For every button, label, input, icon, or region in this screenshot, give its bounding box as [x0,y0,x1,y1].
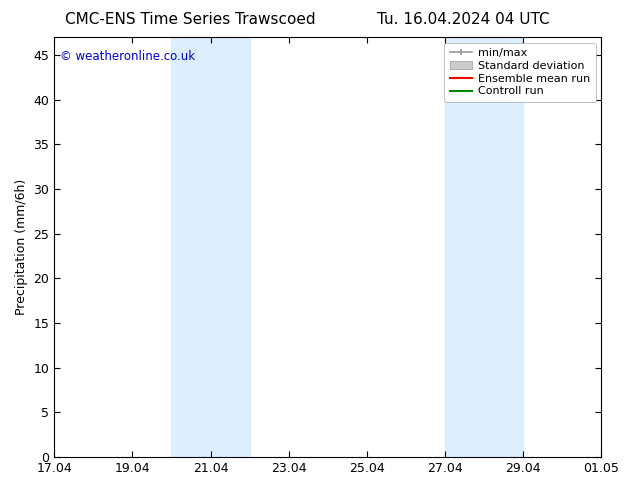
Bar [171,37,250,457]
Text: Tu. 16.04.2024 04 UTC: Tu. 16.04.2024 04 UTC [377,12,549,27]
Legend: min/max, Standard deviation, Ensemble mean run, Controll run: min/max, Standard deviation, Ensemble me… [444,43,595,102]
Text: CMC-ENS Time Series Trawscoed: CMC-ENS Time Series Trawscoed [65,12,316,27]
Y-axis label: Precipitation (mm/6h): Precipitation (mm/6h) [15,179,28,315]
Text: © weatheronline.co.uk: © weatheronline.co.uk [60,49,195,63]
Bar [445,37,523,457]
